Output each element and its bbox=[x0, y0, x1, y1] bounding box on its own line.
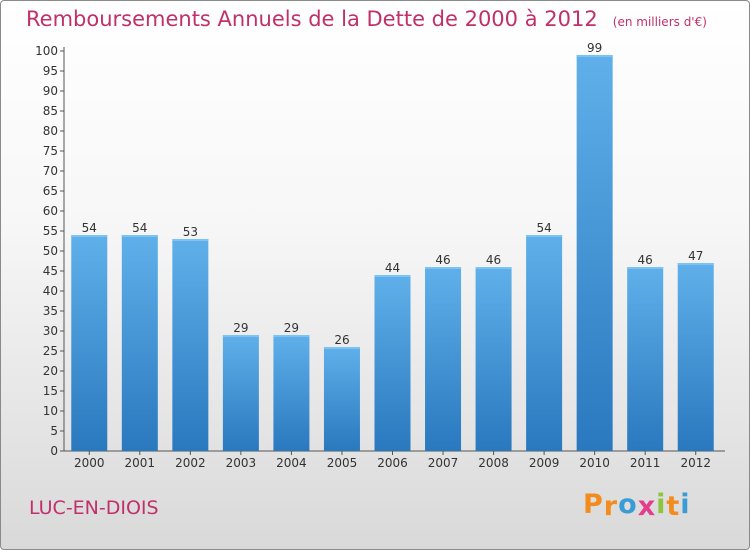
y-tick-label: 60 bbox=[43, 204, 58, 218]
x-tick-label-2008: 2008 bbox=[478, 456, 509, 470]
x-tick-label-2005: 2005 bbox=[327, 456, 358, 470]
y-tick-label: 85 bbox=[43, 104, 58, 118]
x-tick-label-2001: 2001 bbox=[125, 456, 156, 470]
bar-2008 bbox=[475, 267, 512, 451]
bar-2006 bbox=[374, 275, 411, 451]
y-tick-label: 65 bbox=[43, 184, 58, 198]
logo-letter: t bbox=[666, 491, 681, 522]
logo-letter: r bbox=[603, 491, 619, 522]
bar-2010 bbox=[576, 55, 613, 451]
bar-2004 bbox=[273, 335, 310, 451]
data-label-2007: 46 bbox=[435, 253, 450, 267]
bar-top-highlight bbox=[475, 267, 512, 269]
logo-letter: i bbox=[680, 489, 691, 520]
logo-letter: i bbox=[656, 489, 667, 520]
chart-subtitle: (en milliers d'€) bbox=[612, 15, 707, 29]
data-label-2000: 54 bbox=[82, 221, 97, 235]
bar-2011 bbox=[627, 267, 664, 451]
y-tick-label: 35 bbox=[43, 304, 58, 318]
chart-title: Remboursements Annuels de la Dette de 20… bbox=[26, 7, 598, 31]
data-label-2006: 44 bbox=[385, 261, 400, 275]
bar-top-highlight bbox=[526, 235, 563, 237]
x-tick-label-2011: 2011 bbox=[630, 456, 661, 470]
bar-2009 bbox=[526, 235, 563, 451]
bar-2002 bbox=[172, 239, 209, 451]
y-tick-label: 95 bbox=[43, 64, 58, 78]
bar-2001 bbox=[121, 235, 158, 451]
data-label-2004: 29 bbox=[284, 321, 299, 335]
bar-2012 bbox=[677, 263, 714, 451]
chart-header: Remboursements Annuels de la Dette de 20… bbox=[26, 7, 707, 31]
bar-top-highlight bbox=[425, 267, 462, 269]
bar-top-highlight bbox=[677, 263, 714, 265]
y-tick-label: 100 bbox=[35, 44, 58, 58]
x-tick-label-2006: 2006 bbox=[377, 456, 408, 470]
data-label-2008: 46 bbox=[486, 253, 501, 267]
x-tick-label-2009: 2009 bbox=[529, 456, 560, 470]
y-tick-label: 45 bbox=[43, 264, 58, 278]
x-tick-label-2003: 2003 bbox=[226, 456, 257, 470]
y-tick-label: 50 bbox=[43, 244, 58, 258]
bar-top-highlight bbox=[222, 335, 259, 337]
y-tick-label: 15 bbox=[43, 384, 58, 398]
bar-2000 bbox=[71, 235, 108, 451]
logo-letter: P bbox=[583, 489, 604, 520]
y-tick-label: 70 bbox=[43, 164, 58, 178]
data-label-2002: 53 bbox=[183, 225, 198, 239]
data-label-2011: 46 bbox=[638, 253, 653, 267]
y-tick-label: 25 bbox=[43, 344, 58, 358]
data-label-2012: 47 bbox=[688, 249, 703, 263]
data-labels: 54 54 53 29 29 26 44 46 46 54 99 46 47 bbox=[82, 41, 704, 347]
bar-2005 bbox=[323, 347, 360, 451]
commune-name: LUC-EN-DIOIS bbox=[29, 497, 159, 519]
x-tick-label-2000: 2000 bbox=[74, 456, 105, 470]
bar-top-highlight bbox=[323, 347, 360, 349]
y-tick-label: 20 bbox=[43, 364, 58, 378]
y-tick-label: 90 bbox=[43, 84, 58, 98]
x-tick-label-2010: 2010 bbox=[579, 456, 610, 470]
x-tick-label-2007: 2007 bbox=[428, 456, 459, 470]
data-label-2009: 54 bbox=[536, 221, 551, 235]
bar-top-highlight bbox=[374, 275, 411, 277]
logo-letter: o bbox=[618, 489, 638, 520]
data-label-2001: 54 bbox=[132, 221, 147, 235]
bar-2003 bbox=[222, 335, 259, 451]
bar-top-highlight bbox=[172, 239, 209, 241]
bar-top-highlight bbox=[71, 235, 108, 237]
logo-letter: x bbox=[637, 491, 657, 522]
bar-series bbox=[71, 55, 714, 451]
bar-top-highlight bbox=[627, 267, 664, 269]
bar-top-highlight bbox=[121, 235, 158, 237]
proxiti-logo: Proxiti bbox=[583, 489, 691, 522]
chart-axes: 0 5 10 15 20 25 30 35 40 45 50 55 60 65 70 75 80 85 90 95 10… bbox=[35, 44, 725, 470]
x-tick-label-2002: 2002 bbox=[175, 456, 206, 470]
x-tick-label-2004: 2004 bbox=[276, 456, 307, 470]
y-tick-label: 80 bbox=[43, 124, 58, 138]
data-label-2010: 99 bbox=[587, 41, 602, 55]
bar-2007 bbox=[425, 267, 462, 451]
y-tick-label: 5 bbox=[50, 424, 58, 438]
y-tick-label: 40 bbox=[43, 284, 58, 298]
data-label-2005: 26 bbox=[334, 333, 349, 347]
y-tick-label: 30 bbox=[43, 324, 58, 338]
bar-top-highlight bbox=[576, 55, 613, 57]
x-tick-label-2012: 2012 bbox=[680, 456, 711, 470]
y-tick-label: 55 bbox=[43, 224, 58, 238]
bar-top-highlight bbox=[273, 335, 310, 337]
data-label-2003: 29 bbox=[233, 321, 248, 335]
y-tick-label: 10 bbox=[43, 404, 58, 418]
y-tick-label: 75 bbox=[43, 144, 58, 158]
y-tick-label: 0 bbox=[50, 444, 58, 458]
